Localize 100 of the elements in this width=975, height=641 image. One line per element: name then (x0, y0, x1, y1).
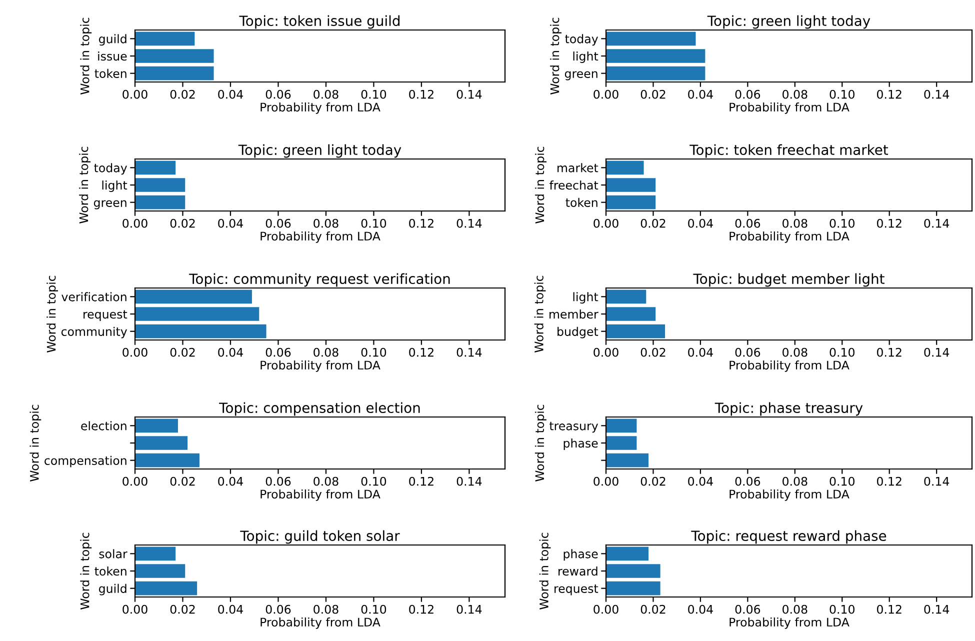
y-tick-label: verification (62, 292, 126, 302)
x-tick-label: 0.12 (876, 604, 902, 614)
x-tick-label: 0.08 (314, 90, 338, 99)
x-tick-label: 0.08 (782, 90, 808, 99)
x-tick-label: 0.12 (409, 348, 434, 357)
x-tick-label: 0.06 (735, 348, 760, 357)
x-tick-label: 0.08 (314, 218, 338, 228)
chart-title: Topic: request reward phase (691, 530, 886, 544)
chart-title: Topic: guild token solar (240, 530, 400, 544)
x-tick-label: 0.08 (782, 348, 808, 357)
x-tick-label: 0.06 (735, 218, 760, 228)
x-axis-title: Probability from LDA (260, 102, 380, 114)
x-tick-label: 0.00 (122, 604, 148, 614)
bar (135, 581, 198, 596)
x-tick-label: 0.02 (170, 348, 195, 357)
chart-title: Topic: green light today (238, 144, 402, 158)
bar (135, 453, 200, 468)
x-tick-label: 0.14 (924, 476, 950, 486)
chart-title: Topic: green light today (707, 15, 870, 29)
x-tick-label: 0.10 (361, 90, 386, 99)
y-tick-label: token (94, 68, 126, 78)
x-tick-label: 0.12 (876, 218, 902, 228)
x-tick-label: 0.14 (456, 604, 482, 614)
y-tick-label: light (573, 292, 598, 304)
x-tick-label: 0.02 (170, 476, 195, 486)
x-tick-label: 0.10 (830, 90, 854, 99)
chart-title: Topic: phase treasury (714, 402, 863, 416)
x-tick-label: 0.10 (361, 604, 386, 614)
x-tick-label: 0.00 (122, 218, 148, 228)
x-tick-label: 0.08 (314, 348, 338, 357)
x-tick-label: 0.04 (688, 90, 713, 99)
x-tick-label: 0.06 (735, 476, 760, 486)
bar (135, 564, 186, 578)
y-axis-title: Word in topic (535, 146, 546, 224)
x-tick-label: 0.14 (924, 604, 950, 614)
x-tick-label: 0.12 (409, 90, 434, 99)
y-tick-label: green (94, 200, 126, 210)
x-tick-label: 0.02 (170, 604, 195, 614)
y-axis-title: Word in topic (79, 146, 90, 224)
chart-title: Topic: token issue guild (239, 15, 400, 29)
chart-title: Topic: compensation election (219, 402, 420, 416)
x-tick-label: 0.00 (594, 218, 618, 228)
x-tick-label: 0.00 (122, 348, 148, 357)
x-tick-label: 0.04 (218, 476, 243, 486)
x-tick-label: 0.04 (218, 348, 243, 357)
x-tick-label: 0.14 (456, 476, 482, 486)
x-tick-label: 0.06 (266, 604, 291, 614)
x-tick-label: 0.08 (314, 476, 338, 486)
y-tick-label: phase (564, 549, 598, 561)
x-tick-label: 0.10 (830, 476, 854, 486)
y-tick-label: reward (558, 566, 598, 576)
x-tick-label: 0.02 (170, 218, 195, 228)
y-axis-title: Word in topic (46, 276, 58, 352)
x-tick-label: 0.14 (456, 348, 482, 357)
chart-title: Topic: budget member light (693, 273, 884, 287)
x-tick-label: 0.00 (594, 90, 618, 99)
y-tick-label: today (565, 34, 598, 46)
y-tick-label: issue (98, 52, 127, 61)
x-axis-title: Probability from LDA (260, 617, 380, 629)
x-axis-title: Probability from LDA (730, 617, 850, 629)
y-axis-title: Word in topic (534, 404, 546, 482)
bar (135, 418, 178, 433)
y-tick-label: treasury (549, 422, 598, 433)
y-tick-label: freechat (550, 180, 598, 190)
x-axis-title: Probability from LDA (730, 231, 850, 243)
x-tick-label: 0.12 (409, 604, 434, 614)
x-tick-label: 0.04 (218, 218, 243, 228)
x-tick-label: 0.08 (782, 604, 808, 614)
x-tick-label: 0.12 (409, 476, 434, 486)
x-tick-label: 0.04 (688, 476, 713, 486)
y-tick-label: request (84, 310, 128, 321)
x-tick-label: 0.00 (122, 90, 148, 99)
chart-title: Topic: community request verification (189, 273, 450, 287)
bar (606, 290, 646, 304)
x-tick-label: 0.14 (456, 90, 482, 99)
y-axis-title: Word in topic (30, 404, 42, 482)
y-axis-title: Word in topic (80, 18, 92, 94)
x-tick-label: 0.06 (735, 604, 760, 614)
x-tick-label: 0.00 (594, 348, 618, 357)
x-tick-label: 0.00 (594, 604, 618, 614)
x-tick-label: 0.14 (924, 348, 950, 357)
x-tick-label: 0.04 (218, 90, 243, 99)
x-tick-label: 0.10 (830, 604, 854, 614)
x-tick-label: 0.10 (361, 218, 386, 228)
x-tick-label: 0.02 (640, 348, 666, 357)
x-tick-label: 0.06 (266, 476, 291, 486)
bar (135, 546, 176, 561)
x-tick-label: 0.06 (266, 90, 291, 99)
x-tick-label: 0.10 (830, 348, 854, 357)
y-tick-label: guild (98, 34, 126, 46)
x-tick-label: 0.06 (266, 218, 291, 228)
y-tick-label: solar (99, 549, 128, 558)
y-tick-label: market (558, 163, 598, 172)
x-tick-label: 0.04 (688, 604, 713, 614)
x-tick-label: 0.14 (456, 218, 482, 228)
x-axis-title: Probability from LDA (260, 360, 380, 372)
x-tick-label: 0.10 (830, 218, 854, 228)
x-tick-label: 0.04 (218, 604, 243, 614)
x-axis-title: Probability from LDA (260, 489, 380, 501)
x-tick-label: 0.04 (688, 218, 713, 228)
